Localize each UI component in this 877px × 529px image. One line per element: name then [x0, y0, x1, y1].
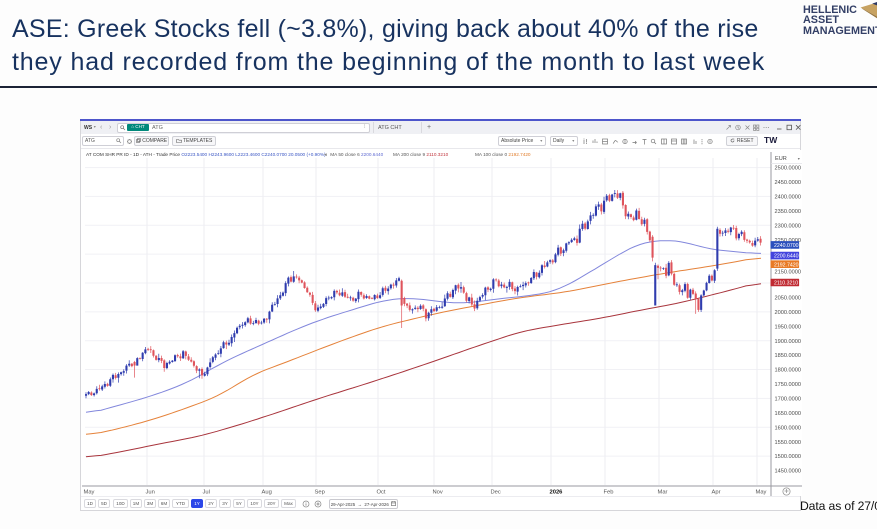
svg-text:Apr: Apr [712, 490, 721, 496]
svg-text:AT COM SHR PR ID - 1D - ATH -: AT COM SHR PR ID - 1D - ATH - Trade Pric… [86, 152, 326, 157]
svg-text:2050.0000: 2050.0000 [775, 296, 801, 302]
svg-text:2026: 2026 [550, 490, 564, 496]
svg-text:2500.0000: 2500.0000 [775, 166, 801, 172]
svg-text:EUR: EUR [775, 156, 787, 162]
svg-text:May: May [756, 490, 767, 496]
svg-text:2450.0000: 2450.0000 [775, 180, 801, 186]
svg-text:1750.0000: 1750.0000 [775, 382, 801, 388]
svg-text:2250.0000: 2250.0000 [775, 238, 801, 244]
svg-text:2300.0000: 2300.0000 [775, 223, 801, 229]
svg-text:1450.0000: 1450.0000 [775, 469, 801, 475]
svg-text:1900.0000: 1900.0000 [775, 339, 801, 345]
svg-text:2400.0000: 2400.0000 [775, 195, 801, 201]
svg-text:MA 200 close 9 2110.3210: MA 200 close 9 2110.3210 [393, 152, 449, 157]
svg-text:1500.0000: 1500.0000 [775, 454, 801, 460]
svg-text:1850.0000: 1850.0000 [775, 353, 801, 359]
svg-text:Feb: Feb [604, 490, 614, 496]
svg-text:1950.0000: 1950.0000 [775, 324, 801, 330]
svg-text:1700.0000: 1700.0000 [775, 397, 801, 403]
svg-text:▼: ▼ [797, 157, 801, 161]
svg-text:2000.0000: 2000.0000 [775, 310, 801, 316]
svg-text:2200.6440: 2200.6440 [774, 254, 799, 260]
svg-text:Oct: Oct [377, 490, 386, 496]
svg-text:Jun: Jun [146, 490, 155, 496]
svg-text:1650.0000: 1650.0000 [775, 411, 801, 417]
svg-text:Dec: Dec [491, 490, 501, 496]
svg-text:2150.0000: 2150.0000 [775, 269, 801, 275]
svg-text:MA 100 close 0 2192.7420: MA 100 close 0 2192.7420 [475, 152, 531, 157]
svg-text:Nov: Nov [433, 490, 443, 496]
svg-text:1600.0000: 1600.0000 [775, 425, 801, 431]
svg-text:Aug: Aug [262, 490, 272, 496]
svg-text:2192.7420: 2192.7420 [774, 262, 799, 268]
svg-text:2350.0000: 2350.0000 [775, 209, 801, 215]
svg-text:2110.3210: 2110.3210 [774, 281, 798, 287]
svg-text:◄ MA 50 close 6 2200.6440: ◄ MA 50 close 6 2200.6440 [323, 152, 384, 157]
svg-text:Sep: Sep [315, 490, 325, 496]
svg-text:2240.0700: 2240.0700 [774, 243, 799, 249]
svg-text:1550.0000: 1550.0000 [775, 440, 801, 446]
svg-text:May: May [84, 490, 95, 496]
svg-text:1800.0000: 1800.0000 [775, 368, 801, 374]
svg-text:Mar: Mar [658, 490, 668, 496]
svg-text:Jul: Jul [203, 490, 210, 496]
